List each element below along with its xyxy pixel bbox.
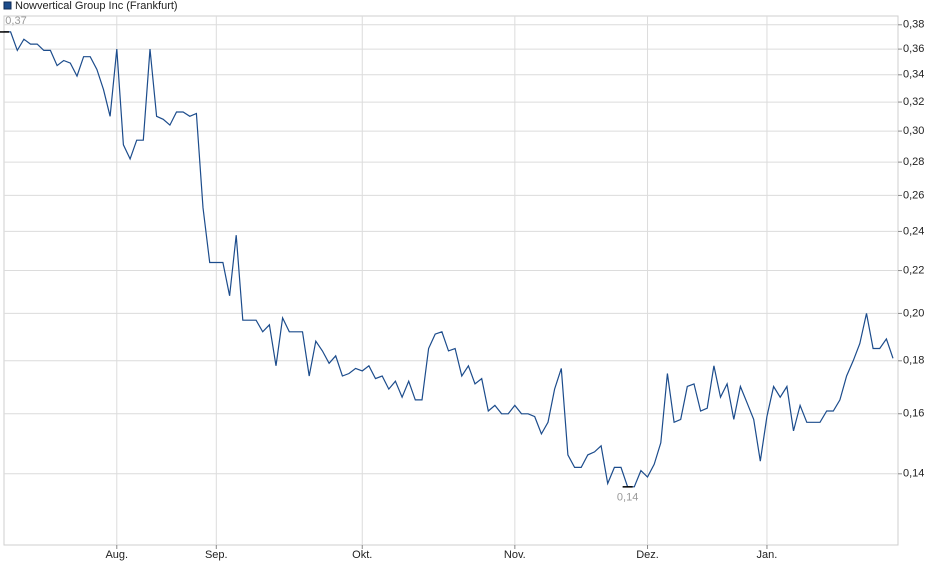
- y-tick-label: 0,34: [903, 69, 924, 81]
- x-tick-label: Jan.: [757, 549, 778, 561]
- x-tick-label: Aug.: [105, 549, 128, 561]
- y-tick-label: 0,28: [903, 156, 924, 168]
- extreme-label: 0,37: [5, 15, 26, 27]
- y-tick-label: 0,22: [903, 264, 924, 276]
- legend-swatch: [3, 1, 12, 10]
- extreme-label: 0,14: [617, 492, 638, 504]
- y-tick-label: 0,26: [903, 189, 924, 201]
- x-tick-label: Dez.: [636, 549, 659, 561]
- y-tick-label: 0,32: [903, 96, 924, 108]
- y-tick-label: 0,38: [903, 19, 924, 31]
- legend-label: Nowvertical Group Inc (Frankfurt): [15, 0, 178, 12]
- x-tick-label: Nov.: [504, 549, 526, 561]
- plot-frame: [3, 15, 899, 546]
- y-tick-label: 0,24: [903, 225, 924, 237]
- y-tick-label: 0,18: [903, 355, 924, 367]
- x-tick-label: Sep.: [205, 549, 228, 561]
- x-tick-label: Okt.: [352, 549, 372, 561]
- y-tick-label: 0,14: [903, 468, 924, 480]
- y-tick-label: 0,16: [903, 408, 924, 420]
- price-line: [4, 31, 894, 488]
- y-tick-label: 0,36: [903, 43, 924, 55]
- y-tick-label: 0,20: [903, 307, 924, 319]
- y-tick-label: 0,30: [903, 125, 924, 137]
